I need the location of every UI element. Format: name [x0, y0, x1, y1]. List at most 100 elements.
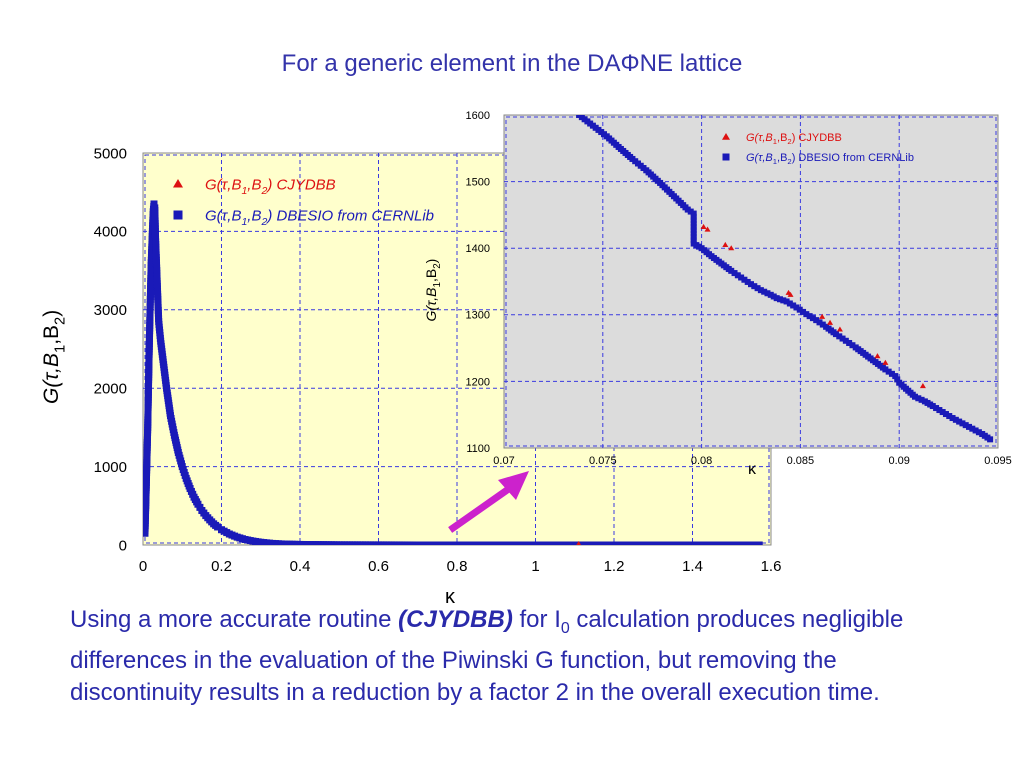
inset-point-dbesio — [690, 213, 697, 220]
inset-point-dbesio — [744, 278, 751, 285]
inset-point-dbesio — [790, 302, 797, 309]
inset-point-dbesio — [773, 295, 780, 302]
main-legend-label-dbesio: G(τ,B1,B2) DBESIO from CERNLib — [205, 207, 434, 228]
inset-point-dbesio — [885, 368, 892, 375]
inset-point-dbesio — [952, 416, 959, 423]
inset-point-dbesio — [882, 366, 889, 373]
inset-point-cjydbb — [827, 319, 834, 325]
inset-x-tick-label: 0.075 — [589, 455, 617, 467]
inset-point-dbesio — [690, 230, 697, 237]
inset-point-cjydbb — [836, 326, 843, 332]
main-x-tick-label: 0.8 — [447, 558, 468, 575]
zoom-arrow-shaft — [448, 483, 515, 533]
caption-emphasis: (CJYDBB) — [398, 606, 513, 633]
inset-point-dbesio — [912, 393, 919, 400]
inset-point-dbesio — [731, 270, 738, 277]
inset-x-tick-label: 0.09 — [888, 455, 909, 467]
inset-point-dbesio — [764, 290, 771, 297]
main-x-tick-label: 1.6 — [761, 558, 782, 575]
inset-point-cjydbb — [787, 291, 794, 297]
inset-legend-marker-dbesio — [722, 153, 730, 161]
inset-point-dbesio — [776, 296, 783, 303]
inset-point-dbesio — [939, 409, 946, 416]
inset-data-layer — [576, 115, 994, 443]
inset-point-dbesio — [793, 304, 800, 311]
inset-point-dbesio — [918, 396, 925, 403]
main-y-tick-label: 0 — [119, 537, 127, 554]
main-x-tick-label: 0 — [139, 558, 147, 575]
inset-legend-label-cjydbb: G(τ,B1,B2) CJYDBB — [746, 132, 842, 146]
main-x-tick-label: 1 — [531, 558, 539, 575]
inset-point-dbesio — [748, 281, 754, 288]
main-point-dbesio — [214, 523, 222, 531]
main-y-axis-label: G(τ,B1,B2) — [40, 310, 68, 404]
inset-point-cjydbb — [874, 353, 881, 359]
inset-point-dbesio — [936, 407, 943, 414]
inset-point-dbesio — [738, 274, 745, 281]
inset-x-tick-label: 0.095 — [984, 455, 1012, 467]
inset-point-dbesio — [894, 376, 901, 383]
inset-point-cjydbb — [819, 313, 826, 319]
inset-point-dbesio — [832, 331, 839, 338]
main-x-tick-label: 1.4 — [682, 558, 703, 575]
inset-point-dbesio — [819, 321, 826, 328]
main-y-tick-label: 3000 — [94, 302, 127, 319]
main-x-axis-label: κ — [445, 586, 456, 608]
main-point-cjydbb — [576, 541, 582, 545]
inset-point-dbesio — [690, 223, 697, 230]
inset-y-tick-label: 1400 — [466, 243, 490, 255]
inset-point-dbesio — [783, 298, 790, 305]
inset-point-dbesio — [836, 333, 843, 340]
main-y-tick-label: 1000 — [94, 459, 127, 476]
caption-part-3: calculation produces negligible differen… — [70, 606, 904, 706]
inset-legend-marker-cjydbb — [722, 133, 730, 140]
inset-point-dbesio — [690, 210, 697, 217]
inset-point-dbesio — [839, 335, 846, 342]
inset-point-dbesio — [888, 370, 895, 377]
inset-point-dbesio — [690, 233, 697, 240]
inset-point-dbesio — [757, 287, 764, 294]
inset-point-dbesio — [813, 317, 820, 324]
caption-text: Using a more accurate routine (CJYDBB) f… — [70, 604, 970, 709]
main-point-dbesio — [150, 200, 158, 208]
inset-point-cjydbb — [882, 359, 889, 365]
inset-x-tick-label: 0.07 — [493, 455, 514, 467]
main-x-tick-label: 0.2 — [211, 558, 232, 575]
main-y-tick-label: 2000 — [94, 380, 127, 397]
inset-point-dbesio — [846, 339, 853, 346]
inset-point-dbesio — [690, 227, 697, 234]
inset-y-tick-label: 1200 — [466, 376, 490, 388]
main-x-tick-label: 1.2 — [604, 558, 625, 575]
inset-point-dbesio — [956, 418, 963, 425]
inset-y-tick-label: 1300 — [466, 310, 490, 322]
caption-subscript: 0 — [560, 619, 570, 637]
inset-point-cjydbb — [919, 383, 926, 389]
main-legend-marker-dbesio — [173, 210, 183, 220]
inset-point-dbesio — [761, 288, 768, 295]
main-data-layer — [143, 200, 763, 545]
inset-point-cjydbb — [704, 226, 711, 232]
inset-point-dbesio — [690, 220, 697, 227]
inset-y-axis-label: G(τ,B1,B2) — [423, 259, 443, 322]
inset-point-dbesio — [690, 217, 697, 224]
inset-point-dbesio — [949, 415, 956, 422]
inset-point-dbesio — [734, 272, 741, 279]
inset-x-tick-label: 0.08 — [691, 455, 712, 467]
caption-part-2: for I — [512, 606, 561, 633]
slide-title: For a generic element in the DAΦNE latti… — [281, 50, 743, 77]
inset-point-dbesio — [933, 405, 940, 412]
inset-point-dbesio — [809, 315, 816, 322]
inset-point-dbesio — [962, 422, 969, 429]
main-y-tick-label: 4000 — [94, 224, 127, 241]
inset-point-dbesio — [946, 413, 953, 420]
inset-point-cjydbb — [722, 241, 729, 247]
inset-point-dbesio — [942, 411, 949, 418]
inset-point-dbesio — [806, 313, 813, 320]
inset-point-dbesio — [803, 311, 810, 318]
caption-part-1: Using a more accurate routine — [70, 606, 399, 633]
main-x-tick-label: 0.6 — [368, 558, 389, 575]
inset-point-dbesio — [849, 342, 856, 349]
inset-point-cjydbb — [728, 245, 735, 251]
inset-point-dbesio — [751, 283, 758, 290]
